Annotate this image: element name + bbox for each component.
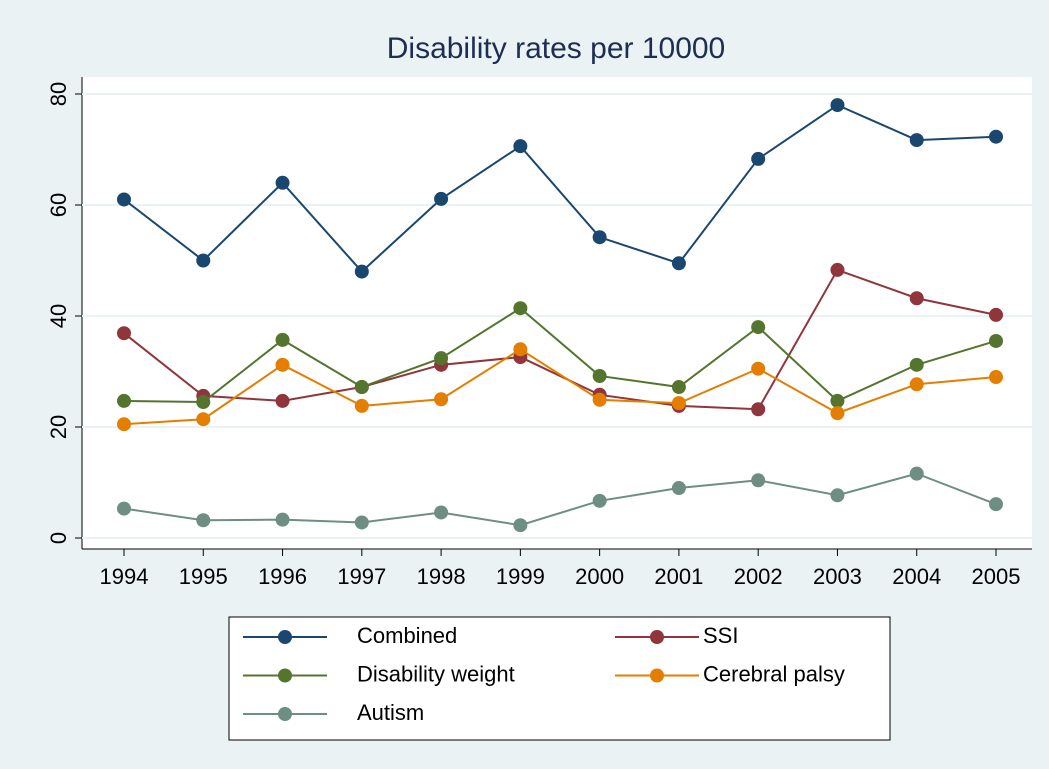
data-point <box>909 466 924 481</box>
data-point <box>909 291 924 306</box>
x-tick-label: 1998 <box>417 564 466 589</box>
x-tick-label: 1994 <box>100 564 149 589</box>
y-tick-label: 0 <box>46 532 71 544</box>
series-line <box>123 472 997 527</box>
data-point <box>117 393 131 408</box>
data-point <box>434 505 449 520</box>
data-point <box>513 139 528 154</box>
data-point <box>434 392 449 407</box>
data-point <box>671 256 686 271</box>
data-point <box>117 192 131 207</box>
plot-area <box>82 77 1032 549</box>
data-point <box>671 481 686 496</box>
data-point <box>751 151 766 166</box>
legend-marker <box>278 630 292 644</box>
data-point <box>513 518 528 533</box>
data-point <box>354 398 369 413</box>
legend-label: Combined <box>357 623 457 648</box>
data-point <box>830 262 845 277</box>
legend-label: Disability weight <box>357 661 515 686</box>
data-point <box>592 392 607 407</box>
data-point <box>751 473 766 488</box>
x-tick-label: 2002 <box>734 564 783 589</box>
data-point <box>117 326 131 341</box>
data-point <box>909 357 924 372</box>
x-tick-label: 1995 <box>179 564 228 589</box>
data-point <box>989 307 1003 322</box>
data-point <box>909 133 924 148</box>
x-tick-label: 1997 <box>337 564 386 589</box>
y-tick-label: 40 <box>46 304 71 328</box>
legend <box>228 616 891 741</box>
data-point <box>592 493 607 508</box>
x-tick-label: 2003 <box>813 564 862 589</box>
data-point <box>751 320 766 335</box>
chart-title: Disability rates per 10000 <box>387 32 726 65</box>
legend-marker <box>278 707 292 721</box>
data-point <box>275 393 290 408</box>
data-point <box>989 129 1003 144</box>
x-tick-label: 2000 <box>575 564 624 589</box>
data-point <box>513 342 528 357</box>
x-tick-label: 2005 <box>972 564 1021 589</box>
series-line <box>123 103 997 274</box>
data-point <box>275 175 290 190</box>
legend-marker <box>278 668 292 683</box>
data-point <box>671 380 686 395</box>
data-point <box>989 333 1003 348</box>
data-point <box>354 264 369 279</box>
data-point <box>830 406 845 421</box>
x-tick-label: 1999 <box>496 564 545 589</box>
data-point <box>671 396 686 411</box>
legend-label: Autism <box>357 700 424 725</box>
series-line <box>123 306 997 404</box>
data-point <box>989 497 1003 512</box>
data-point <box>830 98 845 113</box>
y-tick-label: 80 <box>46 82 71 106</box>
y-tick-label: 60 <box>46 193 71 217</box>
data-point <box>513 301 528 316</box>
data-point <box>275 512 290 527</box>
data-point <box>196 395 211 410</box>
legend-label: Cerebral palsy <box>703 661 845 686</box>
legend-marker <box>650 630 664 644</box>
data-point <box>592 368 607 383</box>
data-point <box>830 488 845 503</box>
x-tick-label: 2004 <box>892 564 941 589</box>
data-point <box>592 230 607 245</box>
data-point <box>434 351 449 366</box>
data-point <box>354 380 369 395</box>
data-point <box>434 191 449 206</box>
series-line <box>123 348 997 426</box>
x-tick-label: 2001 <box>654 564 703 589</box>
data-point <box>751 402 766 417</box>
data-point <box>275 332 290 347</box>
data-point <box>196 253 211 268</box>
data-point <box>354 515 369 530</box>
legend-marker <box>650 668 664 683</box>
y-tick-label: 20 <box>46 415 71 439</box>
legend-label: SSI <box>703 623 738 648</box>
data-point <box>751 361 766 376</box>
data-point <box>196 513 211 528</box>
data-point <box>989 370 1003 385</box>
data-point <box>196 412 211 427</box>
data-point <box>909 377 924 392</box>
x-tick-label: 1996 <box>258 564 307 589</box>
series-line <box>123 268 997 411</box>
data-point <box>275 357 290 372</box>
data-point <box>117 501 131 516</box>
data-point <box>117 417 131 432</box>
data-point <box>830 393 845 408</box>
